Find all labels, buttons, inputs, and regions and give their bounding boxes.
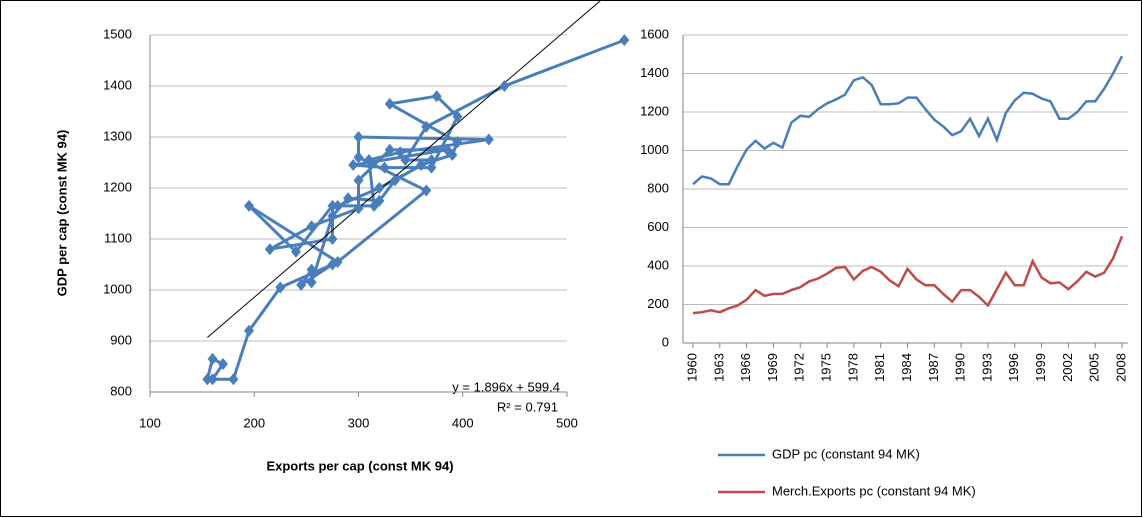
y-tick-label: 600 <box>647 219 669 234</box>
point <box>379 161 390 174</box>
y-tick-label: 400 <box>647 257 669 272</box>
x-tick-label: 200 <box>243 415 265 430</box>
legend-label: GDP pc (constant 94 MK) <box>772 446 920 461</box>
point <box>244 324 255 337</box>
point <box>343 192 354 205</box>
x-tick-label: 400 <box>452 415 474 430</box>
x-tick-label: 2005 <box>1087 353 1102 382</box>
x-tick-label: 1993 <box>979 353 994 382</box>
point <box>421 120 432 133</box>
point <box>353 202 364 215</box>
y-tick-label: 0 <box>662 334 669 349</box>
series-line <box>692 55 1124 186</box>
point <box>374 182 385 194</box>
point <box>619 34 630 47</box>
point <box>400 153 411 166</box>
x-tick-label: 2002 <box>1060 353 1075 382</box>
x-tick-label: 1996 <box>1006 353 1021 382</box>
x-tick-label: 1975 <box>819 353 834 382</box>
point <box>244 199 255 212</box>
point <box>353 151 364 164</box>
x-tick-label: 1984 <box>899 353 914 382</box>
y-tick-label: 1100 <box>104 230 132 245</box>
x-tick-label: 1969 <box>765 353 780 382</box>
point <box>369 199 380 212</box>
point <box>327 210 338 223</box>
point <box>395 146 406 159</box>
x-tick-label: 1978 <box>845 353 860 382</box>
x-tick-label: 1981 <box>872 353 887 382</box>
y-tick-label: 800 <box>110 383 132 398</box>
y-tick-label: 1400 <box>640 65 669 80</box>
point <box>202 373 213 386</box>
y-tick-label: 1000 <box>103 281 132 296</box>
point <box>264 243 275 256</box>
point <box>483 133 494 146</box>
x-tick-label: 1966 <box>738 353 753 382</box>
point <box>275 281 286 294</box>
x-tick-label: 100 <box>139 415 161 430</box>
point <box>296 278 307 291</box>
point <box>426 161 437 174</box>
point <box>431 90 442 103</box>
x-tick-label: 300 <box>348 415 370 430</box>
point <box>207 352 218 365</box>
x-tick-label: 1999 <box>1033 353 1048 382</box>
y-tick-label: 1300 <box>103 128 132 143</box>
point <box>421 184 432 197</box>
series-line <box>692 235 1124 315</box>
point <box>426 153 437 166</box>
point <box>228 373 239 386</box>
y-tick-label: 200 <box>647 296 669 311</box>
point <box>442 143 453 156</box>
y-axis-title: GDP per cap (const MK 94) <box>54 130 69 297</box>
point <box>332 255 343 268</box>
y-tick-label: 1200 <box>640 103 669 118</box>
x-axis-title: Exports per cap (const MK 94) <box>266 458 453 473</box>
point <box>306 276 317 289</box>
x-tick-label: 1972 <box>792 353 807 382</box>
x-tick-label: 1987 <box>926 353 941 382</box>
point <box>452 110 463 123</box>
point <box>290 245 301 258</box>
point <box>353 131 364 143</box>
point <box>306 263 317 276</box>
y-tick-label: 1400 <box>103 77 132 92</box>
y-tick-label: 1200 <box>103 179 132 194</box>
point <box>353 174 364 187</box>
point <box>306 220 317 233</box>
point <box>452 136 463 149</box>
point <box>207 373 218 386</box>
x-tick-label: 2008 <box>1113 353 1128 382</box>
x-tick-label: 500 <box>556 415 578 430</box>
point <box>384 143 395 156</box>
x-tick-label: 1990 <box>953 353 968 382</box>
r-squared: R² = 0.791 <box>497 399 558 414</box>
point <box>416 159 427 172</box>
point <box>348 159 359 172</box>
point <box>363 153 374 166</box>
point <box>332 199 343 212</box>
y-tick-label: 1500 <box>103 26 132 41</box>
point <box>389 174 400 187</box>
y-tick-label: 800 <box>647 180 669 195</box>
trendline <box>207 0 602 338</box>
y-tick-label: 1600 <box>640 26 669 41</box>
legend-label: Merch.Exports pc (constant 94 MK) <box>772 483 976 498</box>
y-tick-label: 900 <box>110 332 132 347</box>
equation: y = 1.896x + 599.4 <box>452 379 560 394</box>
point <box>217 357 228 370</box>
y-tick-label: 1000 <box>640 142 669 157</box>
x-tick-label: 1960 <box>684 353 699 382</box>
point <box>327 199 338 212</box>
point <box>327 233 338 245</box>
x-tick-label: 1963 <box>711 353 726 382</box>
point <box>384 97 395 110</box>
point <box>499 80 510 92</box>
